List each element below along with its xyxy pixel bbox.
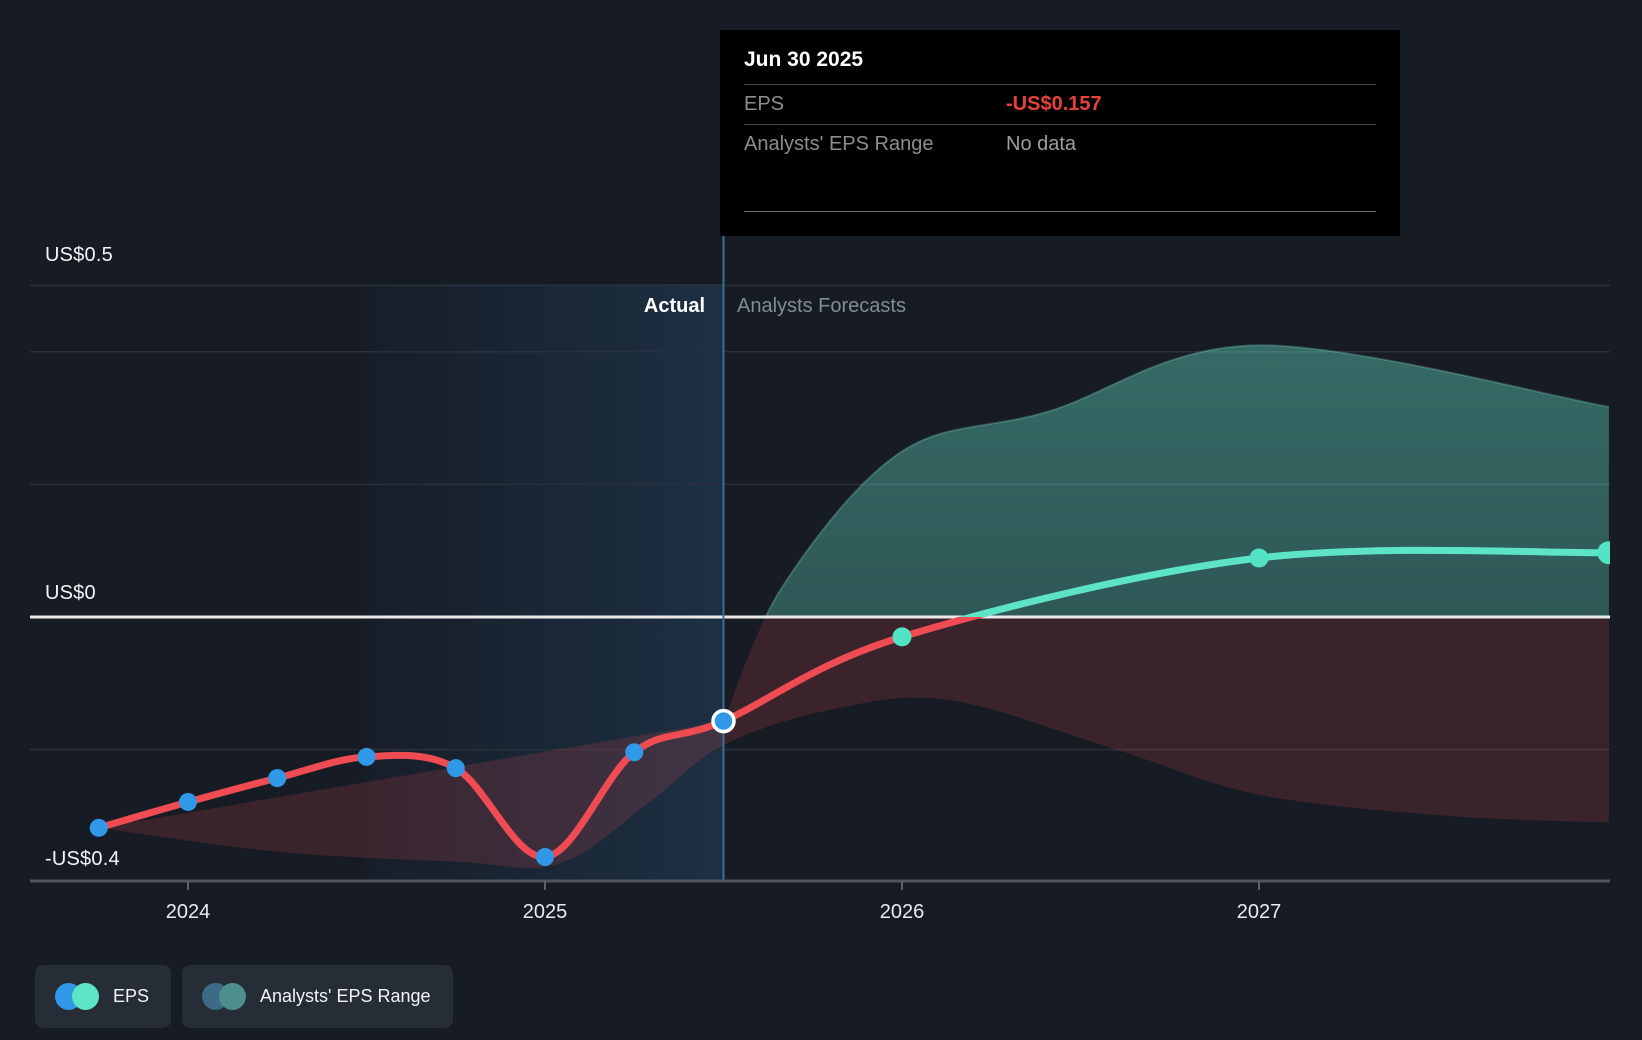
legend-range-label: Analysts' EPS Range (260, 986, 431, 1006)
tooltip-eps-value: -US$0.157 (1006, 93, 1102, 115)
eps-forecast-point[interactable] (892, 627, 912, 647)
legend: EPS Analysts' EPS Range (35, 965, 453, 1028)
x-tick-label-2025: 2025 (522, 901, 568, 923)
eps-actual-point[interactable] (89, 818, 108, 837)
analysts-range-legend-icon (202, 983, 247, 1010)
legend-item-analysts-range[interactable]: Analysts' EPS Range (182, 965, 453, 1028)
y-label-0: US$0 (45, 582, 96, 604)
y-label-05: US$0.5 (45, 244, 113, 266)
x-axis-labels: 2024 2025 2026 2027 (0, 901, 1642, 931)
tooltip-eps-label: EPS (744, 93, 785, 115)
eps-actual-point[interactable] (711, 708, 736, 734)
eps-forecast-point[interactable] (1597, 541, 1620, 565)
tooltip-divider (744, 124, 1376, 125)
tooltip-range-value: No data (1006, 133, 1077, 155)
legend-item-eps[interactable]: EPS (35, 965, 172, 1028)
y-label-neg04: -US$0.4 (45, 848, 120, 870)
eps-actual-point[interactable] (536, 848, 554, 867)
eps-actual-point[interactable] (268, 769, 287, 788)
forecast-label: Analysts Forecasts (737, 295, 906, 317)
analysts-range-area (98, 344, 1610, 869)
x-axis (30, 879, 1610, 890)
highlight-band (366, 284, 724, 881)
actual-label: Actual (643, 295, 705, 317)
tooltip-row-range: Analysts' EPS Range No data (744, 125, 1376, 164)
eps-actual-point[interactable] (625, 743, 644, 762)
x-tick-label-2027: 2027 (1236, 901, 1282, 923)
tooltip-divider (744, 84, 1376, 85)
legend-eps-label: EPS (113, 986, 150, 1006)
tooltip: Jun 30 2025 EPS -US$0.157 Analysts' EPS … (720, 30, 1400, 236)
eps-legend-icon (55, 983, 99, 1010)
tooltip-range-label: Analysts' EPS Range (744, 133, 934, 155)
eps-forecast-point[interactable] (1249, 548, 1269, 568)
tooltip-date: Jun 30 2025 (744, 48, 864, 71)
eps-actual-point[interactable] (357, 747, 376, 766)
x-tick-label-2024: 2024 (165, 901, 211, 923)
data-points (89, 541, 1620, 867)
x-tick-label-2026: 2026 (879, 901, 925, 923)
eps-actual-point[interactable] (179, 792, 197, 811)
tooltip-row-eps: EPS -US$0.157 (744, 85, 1376, 124)
tooltip-bottom-divider (744, 211, 1376, 212)
eps-actual-point[interactable] (446, 759, 465, 778)
